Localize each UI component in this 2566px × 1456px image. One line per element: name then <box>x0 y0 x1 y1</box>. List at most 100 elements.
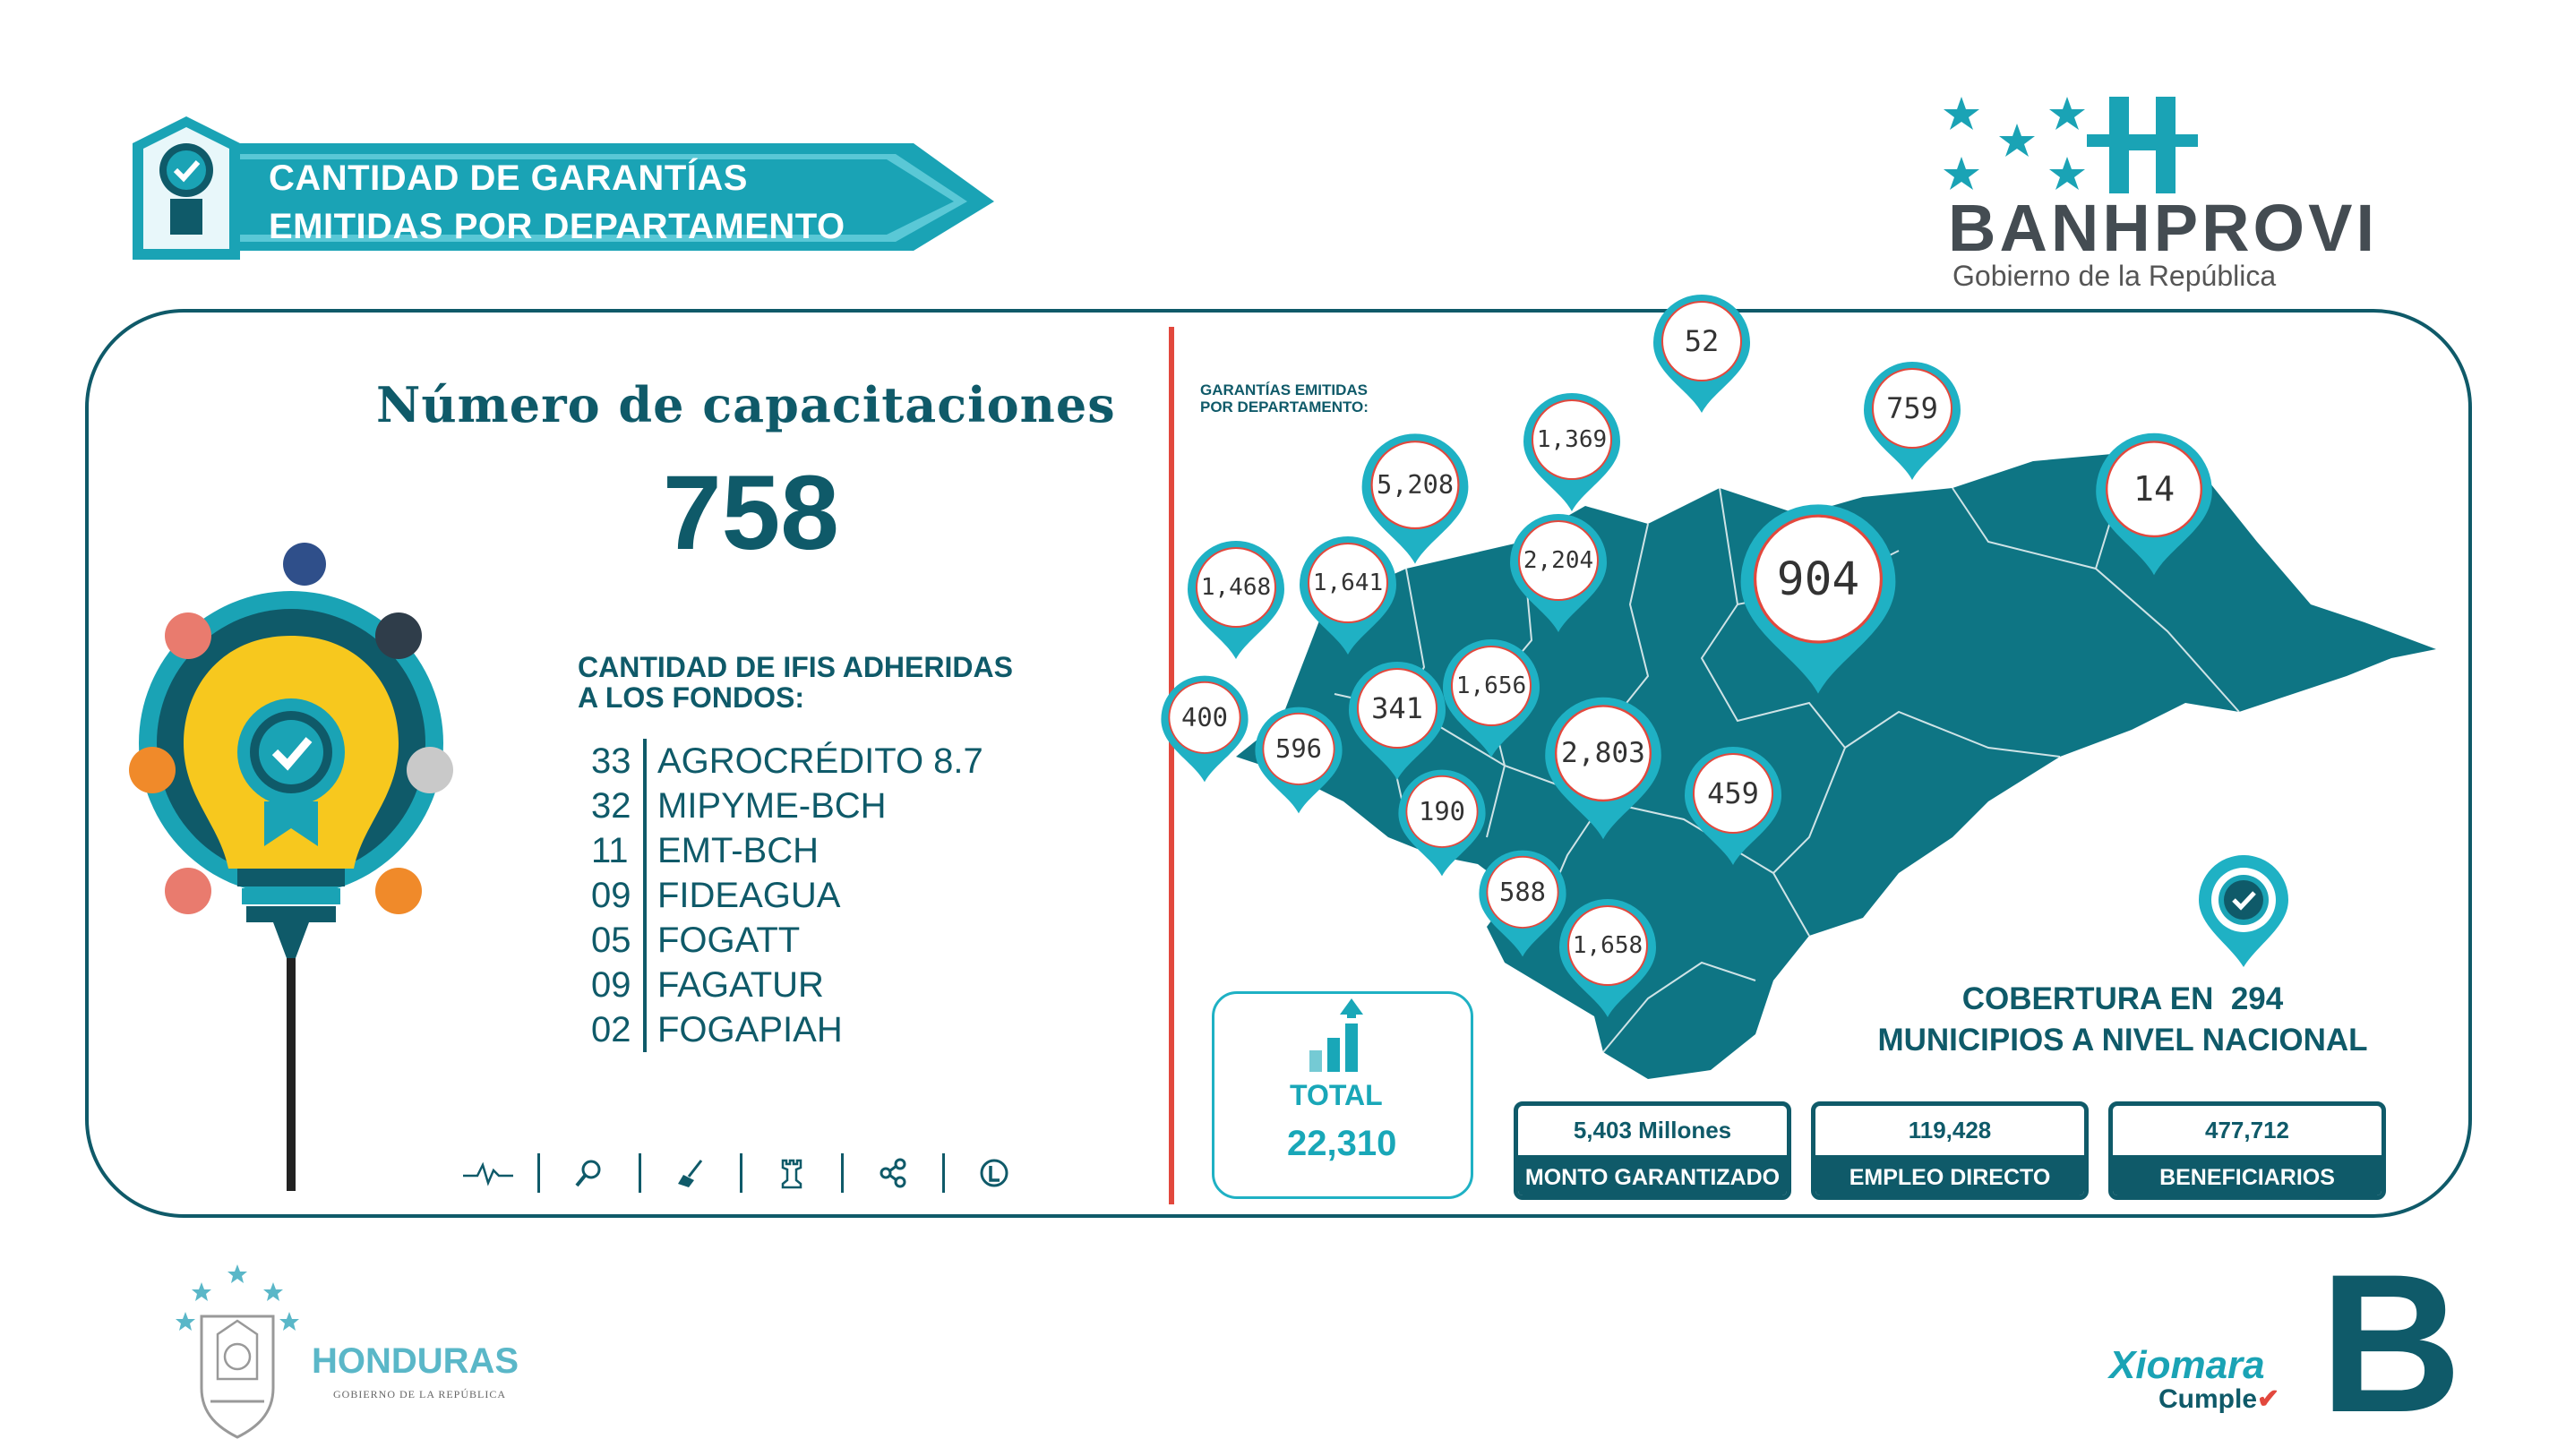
map-pin-value: 1,369 <box>1536 426 1608 453</box>
pulse-icon <box>439 1153 540 1193</box>
map-pin-value: 459 <box>1707 776 1759 810</box>
ifis-title-line1: CANTIDAD DE IFIS ADHERIDAS <box>578 651 1013 683</box>
ifis-list: 33 AGROCRÉDITO 8.7 32 MIPYME-BCH 11 EMT-BCH… <box>591 739 983 1052</box>
honduras-logo-text: HONDURAS <box>312 1341 519 1381</box>
list-item: 11 EMT-BCH <box>591 828 983 873</box>
growth-chart-icon <box>1309 998 1363 1072</box>
map-pin: 400 <box>1156 672 1253 785</box>
stat-label: EMPLEO DIRECTO <box>1815 1155 2084 1195</box>
ifi-count: 32 <box>591 785 631 826</box>
header-title: CANTIDAD DE GARANTÍAS EMITIDAS POR DEPAR… <box>269 154 949 251</box>
map-pin-value: 5,208 <box>1376 469 1455 501</box>
lightbulb-meeting-illustration-icon <box>129 537 461 1191</box>
coverage-line2: MUNICIPIOS A NIVEL NACIONAL <box>1877 1023 2368 1058</box>
banhprovi-logo-icon <box>1944 97 2198 193</box>
ifi-name: FIDEAGUA <box>643 873 840 918</box>
map-pin-marker-icon <box>1349 662 1446 780</box>
main-card <box>85 309 2472 1218</box>
total-value: 22,310 <box>1287 1124 1397 1163</box>
map-pin-marker-icon <box>1653 295 1750 413</box>
stat-beneficiarios: 477,712 BENEFICIARIOS <box>2108 1101 2386 1200</box>
map-pin-marker-icon <box>1255 707 1343 813</box>
map-pin: 1,641 <box>1294 533 1402 658</box>
map-pin-marker-icon <box>1545 697 1661 840</box>
stat-value: 5,403 Millones <box>1573 1117 1732 1143</box>
map-pin-value: 1,656 <box>1455 672 1527 699</box>
map-pin: 14 <box>2090 429 2218 579</box>
map-pin-value: 341 <box>1371 691 1423 725</box>
panel-divider <box>1169 327 1174 1204</box>
checkmark-icon: ✔ <box>2257 1384 2280 1414</box>
list-item: 09 FAGATUR <box>591 963 983 1007</box>
chess-rook-icon <box>742 1153 844 1193</box>
map-pin-value: 1,468 <box>1200 574 1272 601</box>
map-pin-marker-icon <box>1479 850 1566 956</box>
map-pin: 52 <box>1648 291 1755 416</box>
ifi-name: FOGAPIAH <box>643 1007 843 1052</box>
honduras-subtitle: GOBIERNO DE LA REPÚBLICA <box>333 1388 507 1400</box>
big-b-logo: B <box>2320 1233 2462 1453</box>
map-pin-value: 1,658 <box>1572 932 1643 959</box>
coverage-text: COBERTURA EN 294 MUNICIPIOS A NIVEL NACI… <box>1845 979 2400 1061</box>
coverage-prefix: COBERTURA EN <box>1961 981 2214 1016</box>
map-pin: 2,204 <box>1505 510 1612 636</box>
cumple-logo-text: Cumple✔ <box>2158 1383 2279 1415</box>
map-pin: 1,468 <box>1182 537 1290 663</box>
stat-monto-garantizado: 5,403 Millones MONTO GARANTIZADO <box>1514 1101 1791 1200</box>
map-pin-marker-icon <box>1523 393 1620 511</box>
ifi-count: 09 <box>591 875 631 915</box>
ifi-name: EMT-BCH <box>643 828 819 873</box>
ifi-name: MIPYME-BCH <box>643 784 887 828</box>
header-title-line1: CANTIDAD DE GARANTÍAS <box>269 158 748 198</box>
list-item: 02 FOGAPIAH <box>591 1007 983 1052</box>
total-label: TOTAL <box>1290 1079 1383 1111</box>
map-pin-value: 596 <box>1274 732 1322 764</box>
map-pin: 1,656 <box>1437 636 1545 761</box>
map-pin: 904 <box>1732 499 1904 699</box>
map-pin-marker-icon <box>1510 514 1607 632</box>
bottom-icon-row <box>439 1151 1057 1195</box>
coverage-badge-icon <box>2199 855 2288 967</box>
header-banner <box>133 116 994 260</box>
ifi-name: FOGATT <box>643 918 800 963</box>
map-title-line2: POR DEPARTAMENTO: <box>1200 398 1369 415</box>
map-pin-value: 14 <box>2133 468 2176 510</box>
xiomara-logo-text: Xiomara <box>2109 1343 2265 1387</box>
map-pin-value: 2,204 <box>1523 547 1594 574</box>
map-pin: 2,803 <box>1539 693 1668 844</box>
map-pin: 759 <box>1858 358 1966 484</box>
stat-empleo-directo: 119,428 EMPLEO DIRECTO <box>1811 1101 2089 1200</box>
cumple-text: Cumple <box>2158 1384 2258 1414</box>
ifi-count: 09 <box>591 964 631 1005</box>
map-pin-marker-icon <box>1398 769 1486 876</box>
map-pin: 5,208 <box>1356 430 1474 568</box>
stat-label: MONTO GARANTIZADO <box>1518 1155 1787 1195</box>
ifi-count: 02 <box>591 1009 631 1049</box>
total-box <box>1212 991 1473 1199</box>
stat-value: 477,712 <box>2205 1117 2289 1143</box>
map-pin: 588 <box>1474 847 1571 960</box>
header-title-line2: EMITIDAS POR DEPARTAMENTO <box>269 207 845 246</box>
leaf-icon <box>945 1153 1043 1193</box>
list-item: 09 FIDEAGUA <box>591 873 983 918</box>
map-pin-marker-icon <box>1740 504 1896 694</box>
broom-icon <box>641 1153 742 1193</box>
map-title: GARANTÍAS EMITIDAS POR DEPARTAMENTO: <box>1200 381 1369 415</box>
ifi-count: 33 <box>591 741 631 781</box>
map-pin-value: 759 <box>1886 391 1938 425</box>
map-pin-value: 52 <box>1684 324 1720 358</box>
honduras-seal-icon <box>176 1264 299 1439</box>
map-pin-value: 2,803 <box>1561 737 1645 770</box>
stat-label: BENEFICIARIOS <box>2113 1155 2381 1195</box>
capacitaciones-number: 758 <box>663 454 839 572</box>
map-pin: 341 <box>1343 658 1451 784</box>
map-pin: 190 <box>1394 767 1490 879</box>
share-icon <box>844 1153 945 1193</box>
ifi-name: AGROCRÉDITO 8.7 <box>643 739 983 784</box>
map-pin-value: 400 <box>1180 701 1228 732</box>
map-pin: 459 <box>1679 743 1787 869</box>
map-pin: 1,658 <box>1554 895 1661 1021</box>
map-pin-marker-icon <box>1685 747 1781 865</box>
map-pin-marker-icon <box>1161 675 1249 782</box>
brand-subtitle: Gobierno de la República <box>1952 260 2277 292</box>
